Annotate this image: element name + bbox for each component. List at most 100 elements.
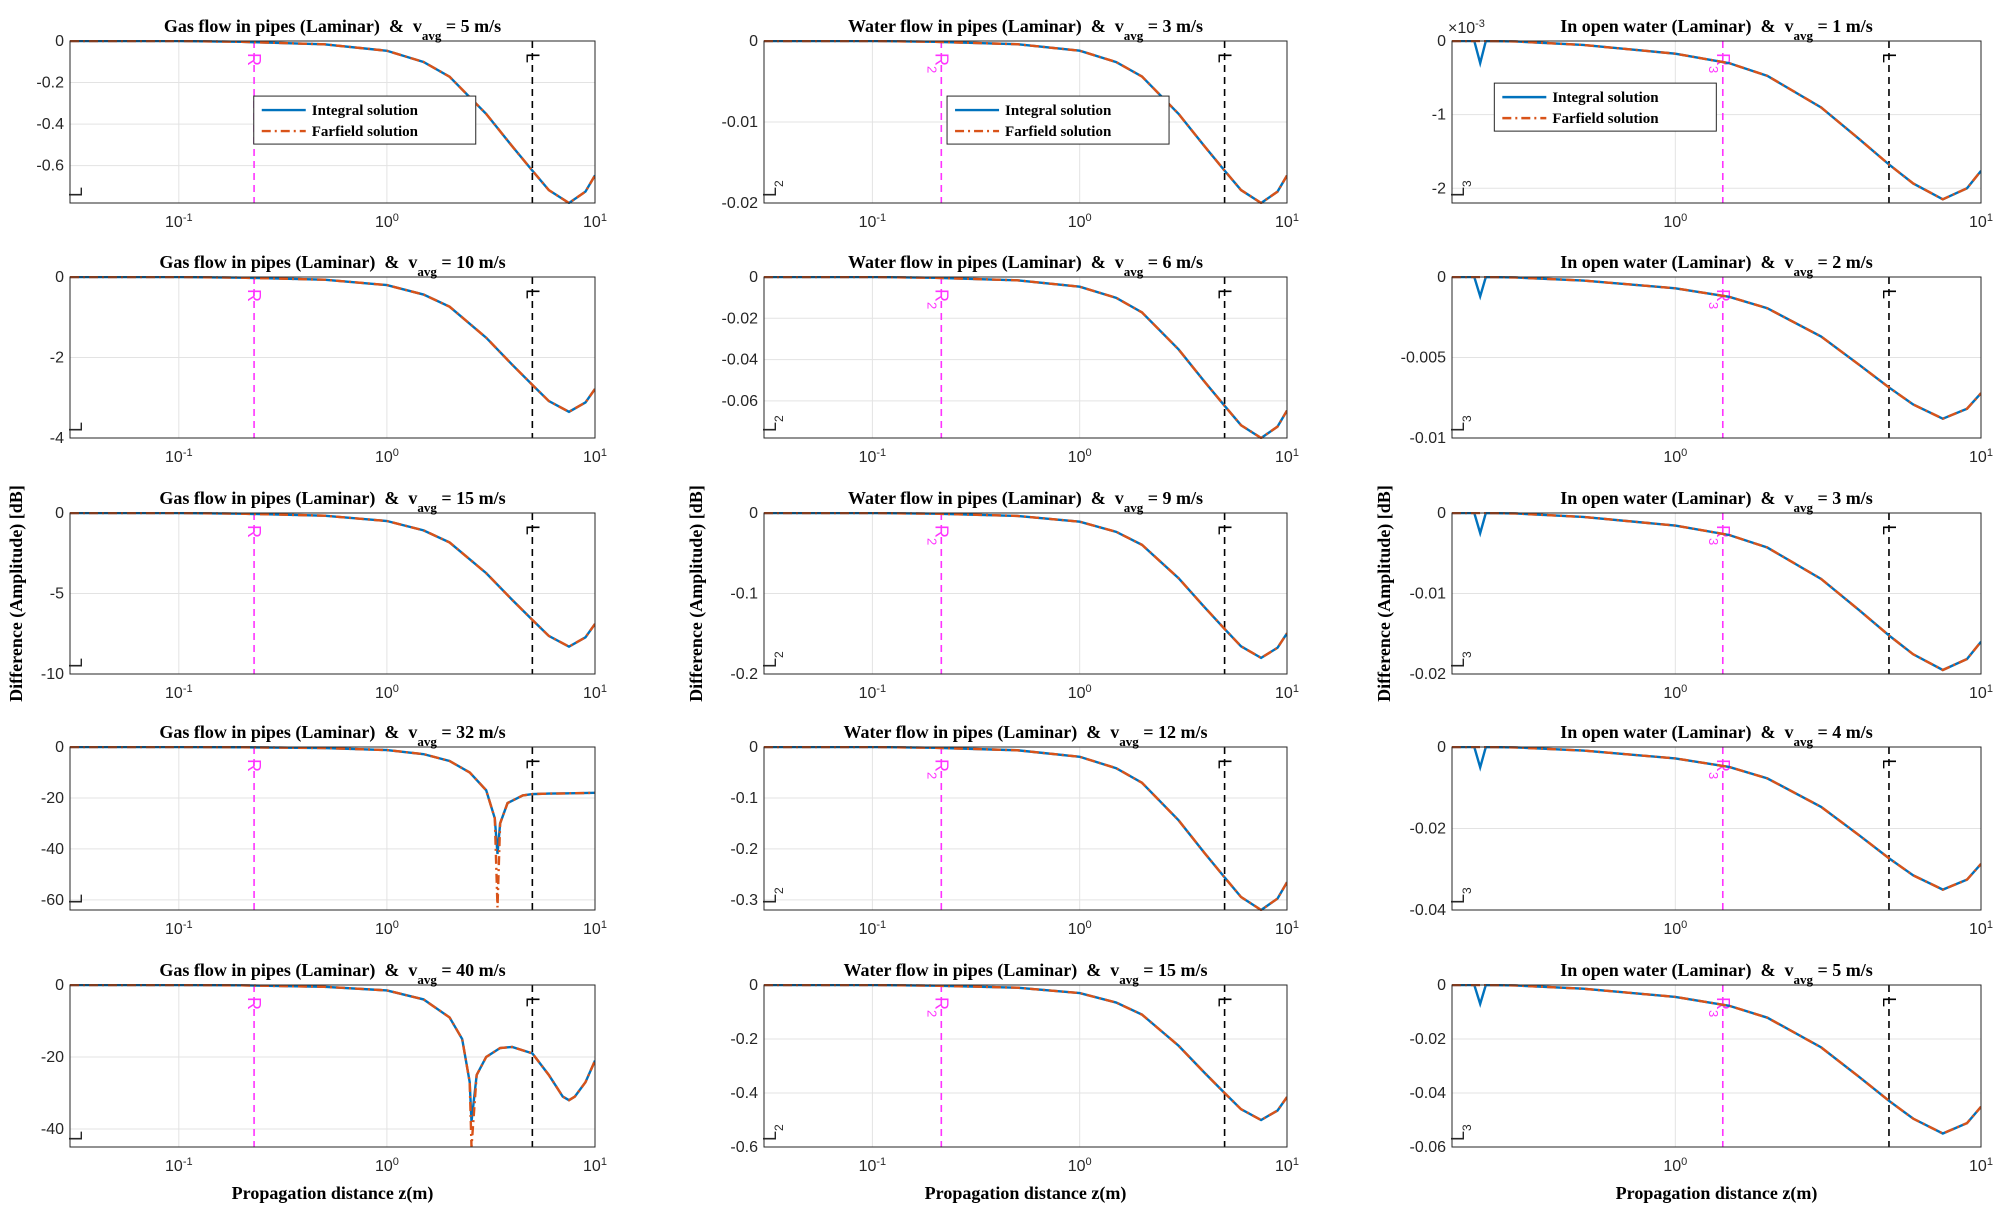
title-part: Gas flow in pipes (Laminar) & v: [159, 960, 417, 981]
x-tick-exponent: 1: [1293, 1156, 1299, 1168]
title-part: Gas flow in pipes (Laminar) & v: [159, 722, 417, 743]
y-tick-label: 0: [749, 739, 758, 756]
corner-label-part: L: [1448, 894, 1468, 904]
x-tick-label: 10-1: [859, 919, 887, 938]
axes-box: [1451, 276, 1982, 439]
plot-area: [764, 985, 1287, 1147]
reference-label: L: [1879, 289, 1899, 299]
corner-label: L2: [760, 887, 786, 904]
x-tick-base: 10: [165, 685, 183, 702]
y-tick-label: 0: [55, 269, 64, 286]
x-tick-label: 10-1: [165, 1156, 193, 1175]
reference-label-part: L: [522, 53, 542, 63]
x-tick-base: 10: [1663, 449, 1681, 466]
x-tick-exponent: -1: [876, 212, 886, 224]
x-tick-label: 100: [1068, 1156, 1092, 1175]
legend: Integral solution Farfield solution: [946, 95, 1170, 145]
subplot-title: Gas flow in pipes (Laminar) & vavg = 5 m…: [164, 16, 501, 43]
x-tick-base: 10: [583, 1158, 601, 1175]
title-part: = 15 m/s: [437, 488, 506, 508]
axes-box: [69, 40, 596, 204]
title-part: Water flow in pipes (Laminar) & v: [848, 16, 1124, 37]
y-tick-label: 0: [749, 33, 758, 50]
title-part: avg: [1124, 500, 1144, 515]
reference-label-part: L: [1879, 525, 1899, 535]
reference-label-part: L: [1215, 289, 1235, 299]
title-part: avg: [417, 500, 437, 515]
corner-label-part: L: [1448, 1131, 1468, 1141]
y-tick-label: 0: [1437, 505, 1446, 522]
title-part: avg: [1124, 264, 1144, 279]
corner-label: L3: [1448, 1124, 1474, 1141]
x-tick-base: 10: [375, 214, 393, 231]
x-tick-exponent: -1: [183, 1156, 193, 1168]
x-axis-label: Propagation distance z(m): [1616, 1183, 1818, 1204]
y-multiplier-exponent: -3: [1475, 18, 1485, 30]
x-axis-label: Propagation distance z(m): [232, 1183, 434, 1204]
corner-label: L2: [760, 415, 786, 432]
reference-label-part: R: [931, 53, 951, 66]
x-tick-base: 10: [1275, 449, 1293, 466]
reference-label-part: L: [522, 525, 542, 535]
title-part: avg: [1124, 28, 1144, 43]
corner-label-part: L: [760, 658, 780, 668]
plot-area: [1452, 985, 1981, 1147]
series-line: [1452, 512, 1981, 672]
x-tick-label: 10-1: [859, 1156, 887, 1175]
subplot-title: Water flow in pipes (Laminar) & vavg = 6…: [848, 252, 1203, 279]
series-line: [1452, 984, 1981, 1135]
x-tick-base: 10: [583, 449, 601, 466]
x-tick-exponent: 0: [1086, 212, 1092, 224]
y-tick-label: -0.01: [1410, 430, 1447, 447]
x-tick-base: 10: [859, 214, 877, 231]
series-line: [764, 40, 1287, 204]
x-tick-base: 10: [1969, 921, 1987, 938]
x-tick-label: 10-1: [859, 212, 887, 231]
axes-box: [1451, 512, 1982, 675]
reference-label-part: L: [522, 759, 542, 769]
y-tick-label: -0.01: [1410, 586, 1447, 603]
title-part: = 3 m/s: [1813, 488, 1873, 508]
y-axis-label: Difference (Amplitude) [dB]: [6, 485, 27, 702]
reference-label-part: R: [244, 289, 264, 302]
axes-box: [763, 746, 1288, 911]
reference-label: L: [522, 53, 542, 63]
x-tick-exponent: -1: [183, 683, 193, 695]
x-tick-exponent: -1: [876, 1156, 886, 1168]
reference-label: R: [244, 759, 264, 772]
y-tick-label: -0.04: [722, 352, 759, 369]
y-tick-label: 0: [55, 977, 64, 994]
reference-label-part: L: [1215, 53, 1235, 63]
x-tick-exponent: -1: [183, 919, 193, 931]
reference-label: L: [1879, 759, 1899, 769]
title-part: = 6 m/s: [1143, 252, 1203, 272]
corner-label-part: L: [1448, 187, 1468, 197]
plot-area: [70, 985, 595, 1147]
legend-box: [253, 95, 477, 145]
subplot-title: Water flow in pipes (Laminar) & vavg = 9…: [848, 488, 1203, 515]
x-tick-label: 100: [1068, 447, 1092, 466]
corner-label: L3: [1448, 180, 1474, 197]
axes-box: [69, 276, 596, 439]
reference-label-part: 2: [925, 66, 940, 73]
y-tick-label: -0.6: [730, 1139, 758, 1156]
y-tick-label: 0: [55, 739, 64, 756]
corner-label: L2: [760, 1124, 786, 1141]
legend-label: Farfield solution: [312, 124, 419, 140]
x-tick-exponent: 0: [393, 919, 399, 931]
series-line: [70, 276, 595, 414]
series-line: [764, 276, 1287, 439]
x-tick-label: 10-1: [165, 683, 193, 702]
series-line: [1452, 40, 1981, 201]
y-tick-label: -0.1: [730, 790, 758, 807]
subplot-title: In open water (Laminar) & vavg = 5 m/s: [1560, 960, 1872, 987]
reference-label: L: [1215, 525, 1235, 535]
y-tick-label: -0.6: [36, 158, 64, 175]
reference-label: L: [1879, 53, 1899, 63]
